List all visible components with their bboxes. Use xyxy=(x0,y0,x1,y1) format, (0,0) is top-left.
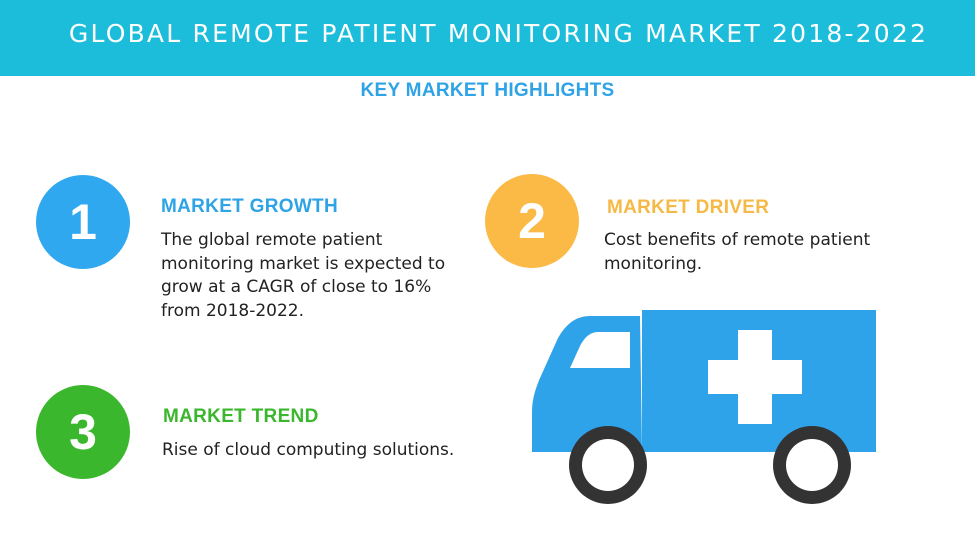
cross-horizontal xyxy=(708,360,802,394)
text-line: from 2018-2022. xyxy=(161,300,305,321)
text-line: The global remote patient xyxy=(161,230,383,250)
title-banner: GLOBAL REMOTE PATIENT MONITORING MARKET … xyxy=(0,0,975,76)
text-line: monitoring. xyxy=(604,253,703,274)
number-badge-3: 3 xyxy=(36,385,130,479)
highlight-heading-growth: MARKET GROWTH xyxy=(161,196,338,217)
highlight-heading-trend: MARKET TREND xyxy=(163,406,319,427)
section-subtitle: KEY MARKET HIGHLIGHTS xyxy=(360,80,615,101)
text-line: grow at a CAGR of close to 16% xyxy=(161,277,432,297)
text-line: monitoring market is expected to xyxy=(161,253,446,274)
text-line: Cost benefits of remote patient xyxy=(604,230,871,250)
highlight-text-growth: The global remote patient monitoring mar… xyxy=(161,229,461,323)
text-line: Rise of cloud computing solutions. xyxy=(162,440,455,460)
ambulance-icon xyxy=(532,310,876,504)
ambulance-window xyxy=(570,332,630,368)
rear-wheel-hub xyxy=(786,439,838,491)
page-title: GLOBAL REMOTE PATIENT MONITORING MARKET … xyxy=(68,19,929,48)
front-wheel-hub xyxy=(582,439,634,491)
highlight-text-trend: Rise of cloud computing solutions. xyxy=(162,439,492,463)
number-badge-2: 2 xyxy=(485,174,579,268)
highlight-heading-driver: MARKET DRIVER xyxy=(607,197,770,218)
highlight-text-driver: Cost benefits of remote patient monitori… xyxy=(604,229,904,276)
number-badge-1: 1 xyxy=(36,175,130,269)
